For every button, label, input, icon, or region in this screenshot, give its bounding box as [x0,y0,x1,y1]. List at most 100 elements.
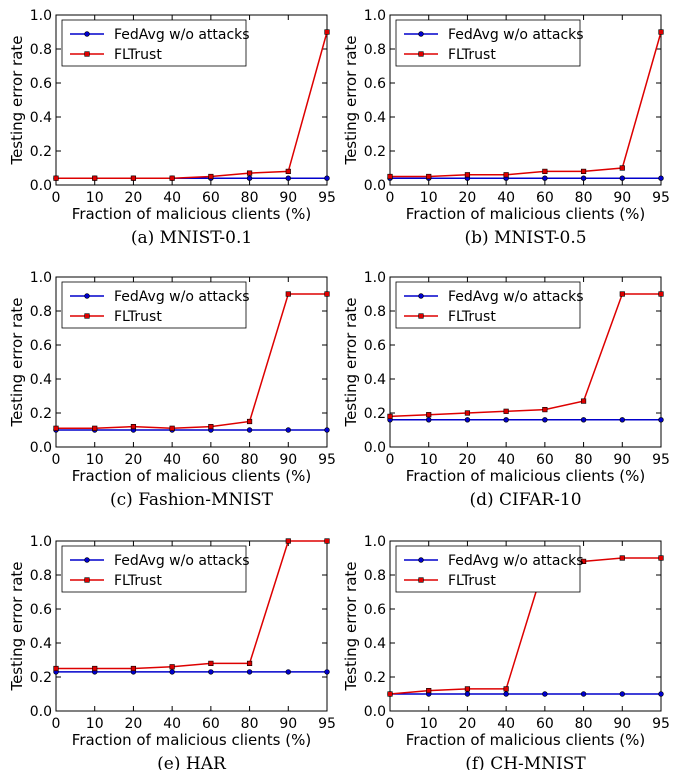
data-point [542,175,548,181]
x-tick-label: 40 [163,190,181,206]
data-point [503,686,509,692]
data-point [92,175,98,181]
x-tick-label: 90 [279,190,297,206]
x-tick-label: 40 [497,716,515,732]
legend-entry: FedAvg w/o attacks [114,27,250,43]
data-point [387,691,393,697]
x-tick-label: 20 [125,716,143,732]
legend-marker [418,557,424,563]
y-tick-label: 0.2 [30,670,52,686]
legend-entry: FLTrust [114,573,162,589]
plot-frame [55,14,328,186]
legend-entry: FedAvg w/o attacks [448,289,584,305]
legend [61,19,247,67]
legend-marker [84,577,90,583]
y-tick-label: 0.4 [30,636,52,652]
data-point [324,538,330,544]
plot-frame [389,276,662,448]
x-tick-label: 80 [241,716,259,732]
y-tick-label: 1.0 [364,534,386,550]
legend-marker [84,31,90,37]
y-tick-label: 0.8 [364,568,386,584]
data-point [324,291,330,297]
data-point [246,418,253,425]
data-point [542,417,548,423]
y-tick-label: 1.0 [30,270,52,286]
x-tick-label: 40 [163,716,181,732]
data-point [619,691,625,697]
data-point [503,172,509,178]
panel-caption: (f) CH-MNIST [465,754,586,770]
x-tick-label: 90 [279,452,297,468]
x-tick-label: 95 [318,452,336,468]
panel-caption: (d) CIFAR-10 [469,490,581,510]
legend-entry: FLTrust [448,47,496,63]
legend-marker [84,293,90,299]
data-point [619,165,625,171]
legend-marker [84,557,90,563]
y-tick-label: 0.8 [364,42,386,58]
x-tick-label: 20 [125,190,143,206]
x-tick-label: 95 [318,190,336,206]
series-line [389,557,661,695]
data-point [246,427,253,433]
y-tick-label: 0.2 [364,670,386,686]
y-tick-label: 0.8 [30,304,52,320]
data-point [169,425,175,431]
legend-entry: FedAvg w/o attacks [114,289,250,305]
x-tick-label: 90 [613,190,631,206]
data-point [658,417,664,423]
data-point [53,425,59,431]
x-tick-label: 40 [497,452,515,468]
chart-panel: 0.0 0.2 0.4 0.6 0.8 1.0 0 10 20 40 60 80 90 95 Fractio… [342,270,670,510]
data-point [503,691,509,697]
panel-caption: (a) MNIST-0.1 [131,228,252,248]
y-tick-label: 0.6 [364,76,386,92]
x-axis-label: Fraction of malicious clients (%) [72,467,311,485]
legend-entry: FLTrust [114,309,162,325]
x-tick-label: 10 [420,452,438,468]
y-tick-label: 1.0 [30,534,52,550]
x-tick-label: 95 [318,716,336,732]
data-point [324,29,330,35]
y-tick-label: 0.0 [30,440,52,456]
x-tick-label: 60 [202,716,220,732]
data-point [426,687,432,694]
y-tick-label: 0.6 [364,602,386,618]
x-tick-label: 80 [575,190,593,206]
y-tick-label: 0.8 [30,42,52,58]
data-point [426,173,432,180]
data-point [246,175,253,181]
legend [395,281,581,329]
data-point [285,669,291,675]
x-tick-label: 20 [125,452,143,468]
y-tick-label: 0.4 [364,636,386,652]
x-axis-label: Fraction of malicious clients (%) [72,731,311,749]
legend-entry: FLTrust [114,47,162,63]
data-point [285,175,291,181]
y-axis-label: Testing error rate [342,297,360,427]
legend [61,545,247,593]
x-tick-label: 0 [52,716,61,732]
data-point [208,660,214,666]
data-point [542,691,548,697]
x-tick-label: 0 [52,452,61,468]
x-tick-label: 40 [497,190,515,206]
data-point [208,173,214,180]
x-tick-label: 10 [86,716,104,732]
series-line [56,293,327,430]
y-tick-label: 0.0 [30,178,52,194]
data-point [464,410,471,416]
data-point [658,291,664,297]
data-point [285,168,291,175]
x-tick-label: 0 [386,452,395,468]
data-point [130,665,137,672]
data-point [619,291,625,297]
legend [395,19,581,67]
legend-entry: FedAvg w/o attacks [448,27,584,43]
data-point [619,417,625,423]
x-tick-label: 90 [613,716,631,732]
y-tick-label: 0.6 [30,76,52,92]
data-point [464,172,471,178]
x-axis-label: Fraction of malicious clients (%) [406,205,645,223]
